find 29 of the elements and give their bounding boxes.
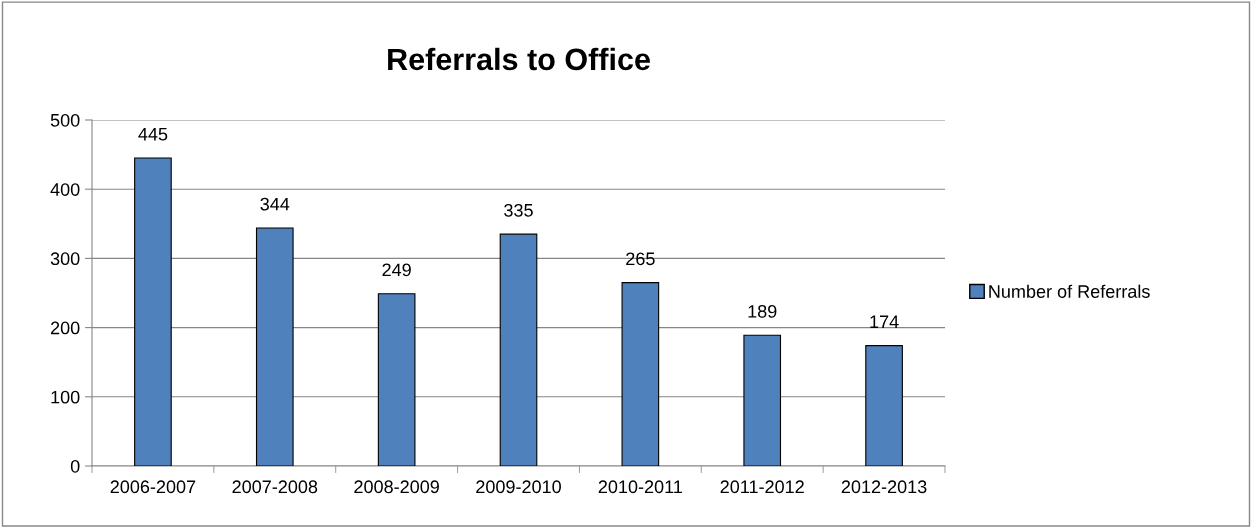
y-tick-label: 500 [50, 113, 80, 127]
y-tick-label: 100 [51, 390, 80, 404]
y-tick-label: 0 [70, 459, 80, 473]
chart-title: Referrals to Office [388, 47, 650, 71]
data-label: 265 [626, 252, 655, 266]
x-tick-label: 2012-2013 [841, 480, 927, 494]
bar [377, 293, 416, 466]
x-tick-label: 2006-2007 [110, 480, 196, 494]
bar [865, 345, 903, 466]
x-tick-label: 2009-2010 [476, 480, 561, 494]
x-tick-label: 2011-2012 [720, 480, 804, 494]
data-label: 344 [260, 197, 290, 211]
bar [255, 227, 294, 466]
bar [134, 157, 172, 466]
data-label: 174 [870, 315, 899, 328]
bar [621, 282, 660, 466]
data-label: 335 [504, 203, 533, 217]
y-tick-label: 400 [50, 183, 80, 196]
y-tick-label: 300 [50, 252, 80, 266]
data-label: 445 [138, 128, 168, 141]
legend-label: Number of Referrals [989, 284, 1150, 298]
bar [499, 233, 538, 466]
data-label: 189 [748, 304, 777, 318]
x-tick-label: 2007-2008 [232, 480, 318, 494]
bar [743, 334, 782, 466]
data-label: 249 [382, 263, 411, 277]
x-tick-label: 2008-2009 [354, 480, 439, 494]
y-tick-label: 200 [50, 321, 80, 335]
x-tick-label: 2010-2011 [598, 480, 682, 494]
